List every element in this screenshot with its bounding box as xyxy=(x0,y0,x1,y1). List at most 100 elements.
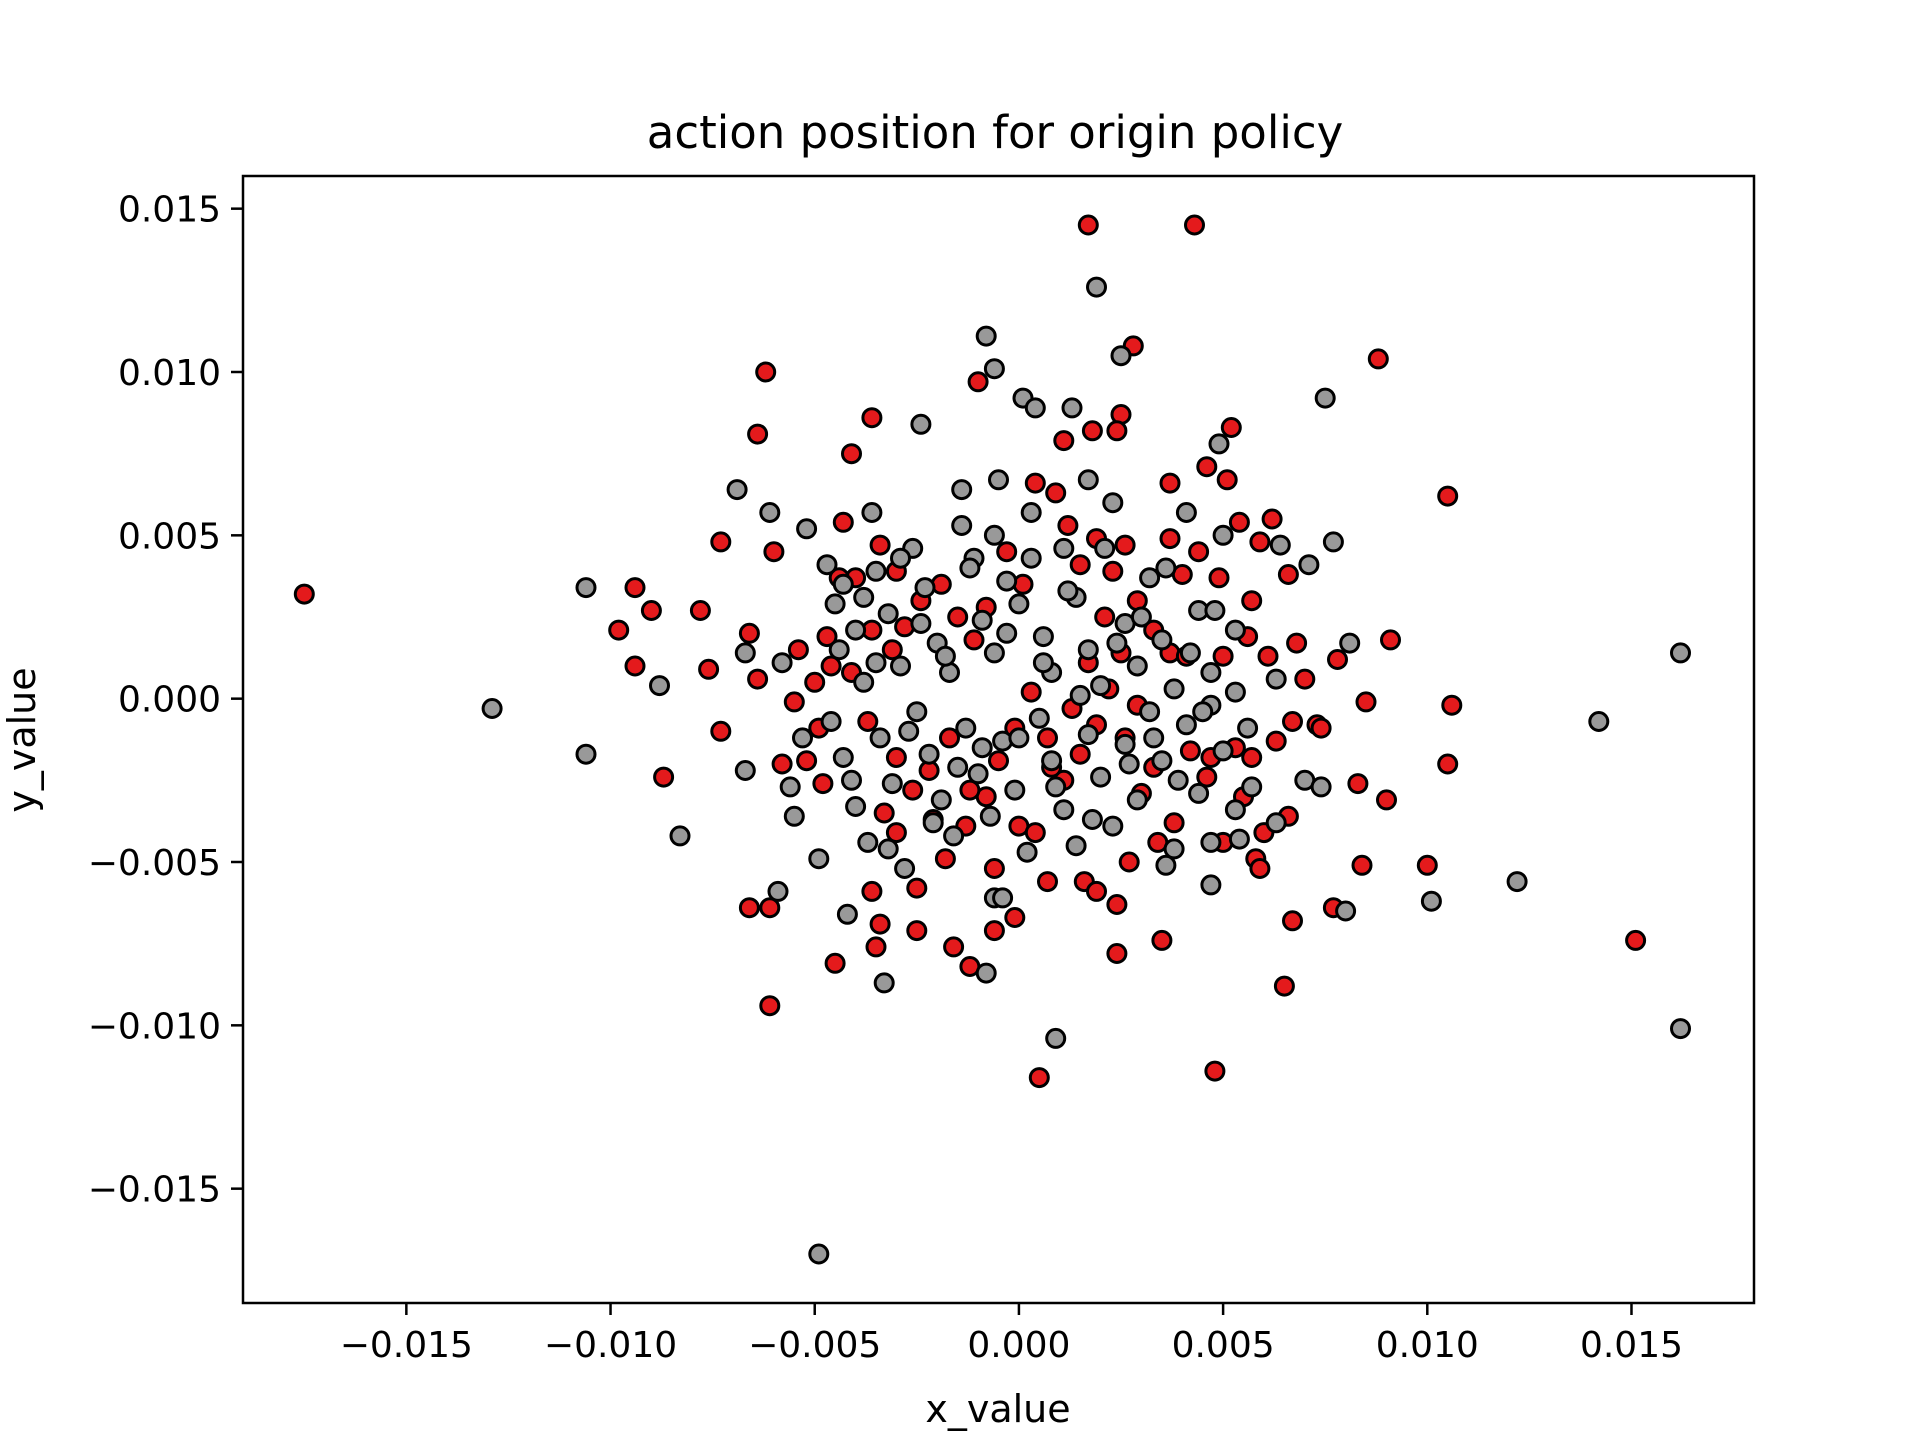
scatter-point xyxy=(992,887,1014,909)
scatter-point xyxy=(1118,753,1140,775)
scatter-point xyxy=(959,779,981,801)
scatter-point xyxy=(771,652,793,674)
scatter-point xyxy=(934,645,956,667)
scatter-point xyxy=(877,603,899,625)
scatter-point xyxy=(608,619,630,641)
scatter-point xyxy=(1106,894,1128,915)
scatter-point xyxy=(1061,397,1083,419)
scatter-point xyxy=(983,642,1005,664)
scatter-point xyxy=(796,518,818,540)
scatter-point xyxy=(988,469,1009,491)
y-tick-label: −0.015 xyxy=(88,1170,221,1211)
scatter-point xyxy=(1339,632,1361,654)
scatter-point xyxy=(1057,580,1079,602)
scatter-point xyxy=(1167,769,1189,791)
scatter-point xyxy=(853,586,875,608)
scatter-point xyxy=(1204,1060,1226,1082)
scatter-point xyxy=(832,747,854,768)
scatter-point xyxy=(979,805,1001,827)
scatter-point xyxy=(1188,541,1210,563)
scatter-point xyxy=(955,717,977,739)
scatter-point xyxy=(1139,567,1161,589)
y-tick-label: −0.005 xyxy=(88,843,221,884)
scatter-point xyxy=(967,371,989,393)
scatter-point xyxy=(726,479,748,501)
plot-frame xyxy=(241,174,1756,1305)
scatter-point xyxy=(832,573,854,595)
scatter-point xyxy=(1416,854,1438,876)
scatter-point xyxy=(1179,740,1201,762)
scatter-point xyxy=(1139,701,1161,723)
scatter-point xyxy=(861,880,883,902)
scatter-point xyxy=(1625,929,1647,951)
scatter-point xyxy=(1130,606,1152,628)
scatter-point xyxy=(1265,730,1287,752)
scatter-point xyxy=(1032,652,1054,674)
scatter-point xyxy=(1155,854,1177,876)
scatter-point xyxy=(710,531,732,553)
scatter-point xyxy=(1077,214,1099,236)
scatter-point xyxy=(951,479,973,501)
scatter-point xyxy=(947,606,969,628)
scatter-point xyxy=(996,541,1018,563)
scatter-point xyxy=(983,358,1005,380)
scatter-point xyxy=(894,858,916,879)
scatter-point xyxy=(1269,534,1291,556)
scatter-point xyxy=(1094,606,1116,628)
scatter-point xyxy=(918,743,940,765)
scatter-point xyxy=(816,554,838,576)
scatter-point xyxy=(996,622,1018,644)
scatter-point xyxy=(910,413,932,435)
scatter-point xyxy=(575,577,597,599)
scatter-point xyxy=(689,600,711,621)
scatter-point xyxy=(1249,531,1271,553)
y-tick-label: 0.015 xyxy=(118,190,221,231)
scatter-point xyxy=(808,1243,830,1265)
scatter-point xyxy=(1376,789,1397,811)
scatter-point xyxy=(1143,727,1165,749)
scatter-point xyxy=(841,769,862,791)
scatter-point xyxy=(1175,714,1197,736)
scatter-point xyxy=(481,698,503,719)
scatter-point xyxy=(1126,655,1148,677)
scatter-point xyxy=(759,897,781,919)
scatter-point xyxy=(1102,815,1124,837)
scatter-point xyxy=(906,920,928,942)
scatter-point xyxy=(967,763,989,785)
scatter-point xyxy=(1204,600,1226,621)
scatter-point xyxy=(988,750,1009,772)
scatter-point xyxy=(710,720,732,742)
scatter-point xyxy=(971,737,993,759)
scatter-point xyxy=(873,972,895,994)
y-tick-label: −0.010 xyxy=(88,1006,221,1047)
scatter-point xyxy=(1237,717,1259,739)
scatter-point xyxy=(787,639,809,661)
scatter-point xyxy=(1277,564,1299,585)
scatter-point xyxy=(1037,727,1058,749)
scatter-point xyxy=(1024,822,1046,844)
scatter-point xyxy=(1241,776,1263,798)
scatter-point xyxy=(873,802,895,824)
scatter-point xyxy=(890,655,911,677)
x-tick-label: 0.000 xyxy=(967,1325,1070,1366)
scatter-point xyxy=(755,361,777,383)
scatter-point xyxy=(1041,750,1063,772)
scatter-point xyxy=(1016,841,1038,863)
scatter-point xyxy=(1212,524,1234,546)
scatter-point xyxy=(836,903,858,925)
scatter-point xyxy=(1077,469,1099,491)
x-axis: −0.015 −0.010 −0.005 0.000 0.005 0.010 0.015 xyxy=(340,1303,1683,1366)
scatter-point xyxy=(763,541,785,563)
scatter-point xyxy=(1257,645,1279,667)
scatter-point xyxy=(1028,707,1050,729)
scatter-point xyxy=(1506,871,1528,893)
scatter-point xyxy=(1090,766,1112,788)
scatter-point xyxy=(771,753,793,775)
scatter-point xyxy=(832,511,854,533)
scatter-point xyxy=(934,848,956,870)
scatter-point xyxy=(653,766,675,788)
scatter-point xyxy=(861,407,883,429)
scatter-point xyxy=(1110,345,1132,367)
scatter-point xyxy=(1126,789,1148,811)
